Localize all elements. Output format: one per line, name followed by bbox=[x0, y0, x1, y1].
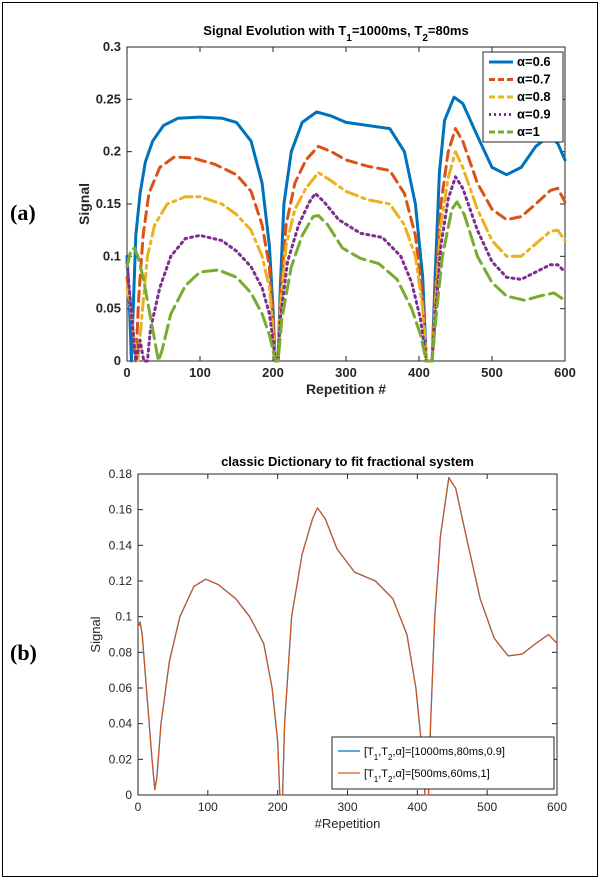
legend-label-1: α=0.6 bbox=[517, 54, 551, 69]
legend-label-5: α=1 bbox=[517, 124, 540, 139]
y-tick-label: 0.04 bbox=[109, 717, 133, 731]
y-tick-label: 0 bbox=[125, 788, 132, 802]
series-line-1 bbox=[125, 95, 567, 363]
y-tick-label: 0 bbox=[114, 353, 121, 368]
y-tick-label: 0.15 bbox=[96, 196, 121, 211]
y-tick-label: 0.02 bbox=[109, 752, 133, 766]
y-tick-label: 0.1 bbox=[115, 610, 132, 624]
x-tick-label: 0 bbox=[135, 800, 142, 814]
y-tick-label: 0.1 bbox=[103, 248, 121, 263]
series-line-2 bbox=[137, 477, 558, 796]
legend: [T1,T2,α]=[1000ms,80ms,0.9] [T1,T2,α]=[50… bbox=[331, 736, 555, 790]
legend-label-2: [T1,T2,α]=[500ms,60ms,1] bbox=[364, 768, 490, 784]
series-line-5 bbox=[125, 200, 567, 363]
x-tick-label: 300 bbox=[335, 365, 357, 380]
x-tick-label: 100 bbox=[189, 365, 211, 380]
series-group bbox=[137, 476, 558, 796]
legend: α=0.6 α=0.7 α=0.8 α=0.9 α=1 bbox=[482, 51, 564, 143]
y-tick-label: 0.3 bbox=[103, 39, 121, 54]
panel-label-a: (a) bbox=[10, 200, 36, 225]
x-tick-label: 500 bbox=[477, 800, 497, 814]
x-tick-label: 500 bbox=[481, 365, 503, 380]
y-tick-label: 0.14 bbox=[109, 538, 133, 552]
x-tick-label: 400 bbox=[408, 365, 430, 380]
chart-a: 0 100 200 300 400 500 600 0 0.05 0.1 0.15 0.2 0.25 0.… bbox=[76, 23, 576, 397]
y-tick-label: 0.12 bbox=[109, 574, 133, 588]
x-tick-label: 0 bbox=[123, 365, 130, 380]
legend-label-1: [T1,T2,α]=[1000ms,80ms,0.9] bbox=[364, 746, 505, 762]
y-tick-label: 0.2 bbox=[103, 144, 121, 159]
y-tick-label: 0.06 bbox=[109, 681, 133, 695]
chart-title: classic Dictionary to fit fractional sys… bbox=[221, 454, 474, 469]
x-axis-label: Repetition # bbox=[306, 381, 386, 397]
x-axis-label: #Repetition bbox=[315, 816, 381, 831]
y-tick-label: 0.05 bbox=[96, 301, 121, 316]
chart-b: 0 100 200 300 400 500 600 0 0.02 0.04 0.06 0.08 0.1 0… bbox=[88, 454, 567, 831]
chart-title: Signal Evolution with T1=1000ms, T2=80ms bbox=[203, 23, 468, 44]
panel-label-b: (b) bbox=[10, 640, 37, 665]
legend-label-4: α=0.9 bbox=[517, 107, 551, 122]
y-tick-label: 0.16 bbox=[109, 503, 133, 517]
y-tick-label: 0.18 bbox=[109, 467, 133, 481]
x-tick-label: 400 bbox=[407, 800, 427, 814]
y-tick-label: 0.08 bbox=[109, 645, 133, 659]
legend-label-2: α=0.7 bbox=[517, 72, 551, 87]
x-tick-label: 600 bbox=[554, 365, 576, 380]
legend-box bbox=[331, 736, 555, 790]
x-tick-label: 600 bbox=[547, 800, 567, 814]
x-tick-label: 200 bbox=[262, 365, 284, 380]
x-tick-label: 100 bbox=[198, 800, 218, 814]
y-axis-label: Signal bbox=[76, 183, 92, 225]
legend-box bbox=[482, 51, 564, 143]
y-axis-label: Signal bbox=[88, 616, 103, 652]
legend-label-3: α=0.8 bbox=[517, 89, 551, 104]
x-tick-label: 200 bbox=[268, 800, 288, 814]
x-tick-label: 300 bbox=[337, 800, 357, 814]
series-line-4 bbox=[125, 175, 567, 363]
series-group bbox=[125, 95, 567, 363]
series-line-2 bbox=[125, 127, 567, 363]
y-tick-label: 0.25 bbox=[96, 91, 121, 106]
series-line-3 bbox=[125, 150, 567, 363]
